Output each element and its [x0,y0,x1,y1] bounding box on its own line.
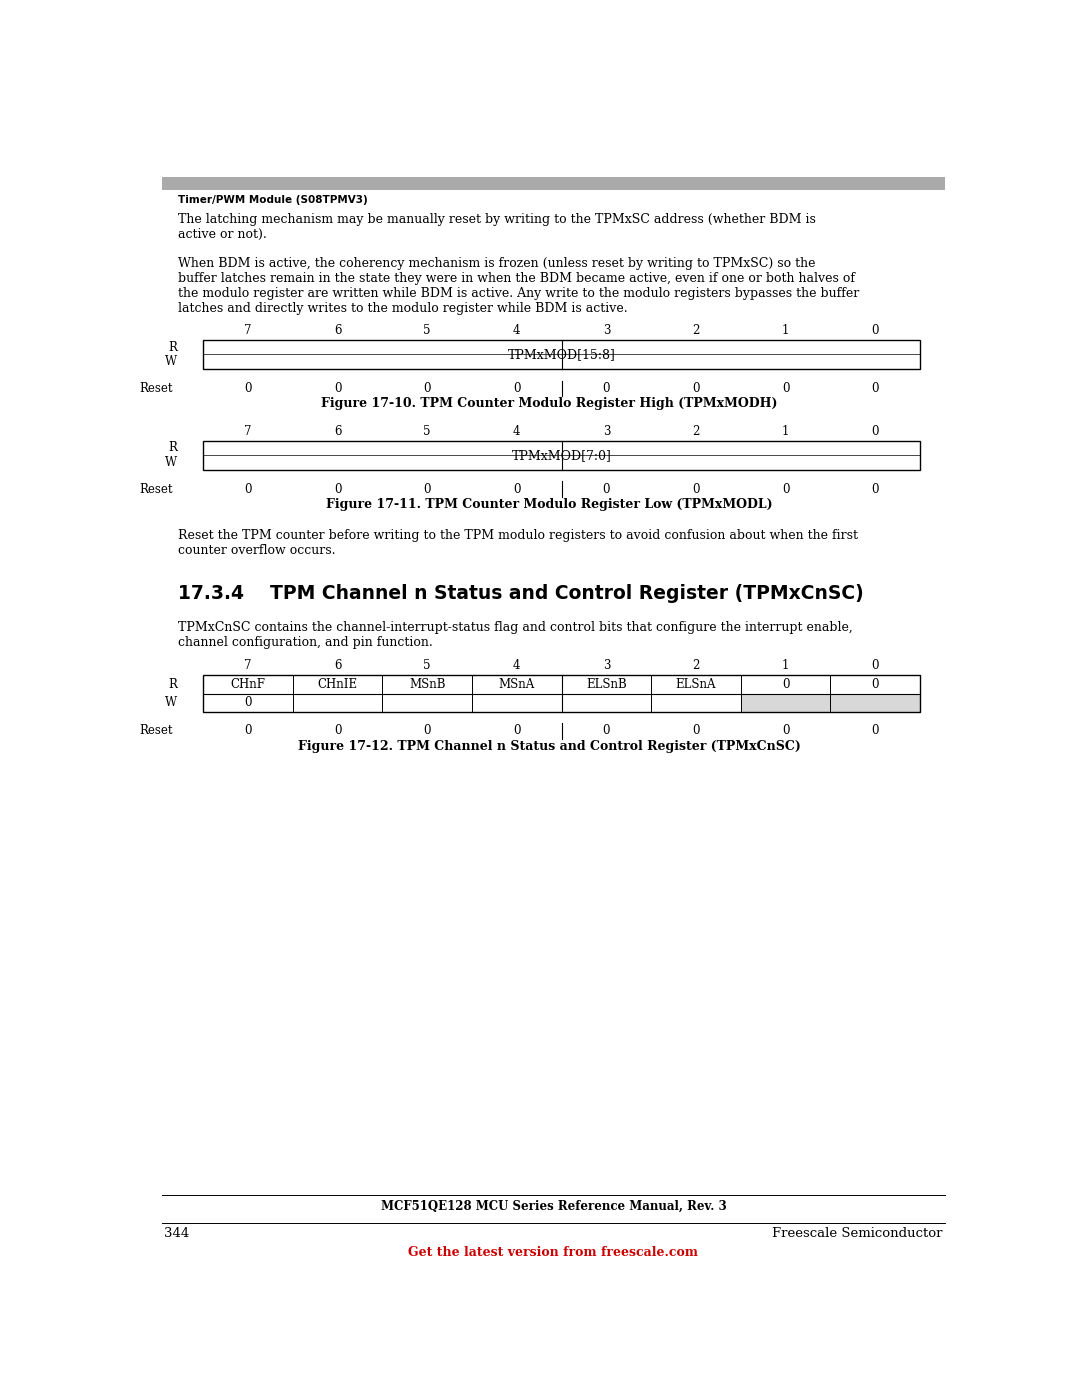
Text: 7: 7 [244,425,252,437]
Text: W: W [165,355,177,369]
Text: 6: 6 [334,324,341,337]
Text: R: R [168,441,177,454]
Text: MCF51QE128 MCU Series Reference Manual, Rev. 3: MCF51QE128 MCU Series Reference Manual, … [380,1200,727,1213]
Text: 0: 0 [782,381,789,395]
Text: 0: 0 [603,482,610,496]
Text: ELSnB: ELSnB [586,678,626,692]
Text: 2: 2 [692,659,700,672]
Text: 0: 0 [244,725,252,738]
Text: active or not).: active or not). [177,228,267,242]
Bar [203,440,920,469]
Text: 2: 2 [692,324,700,337]
Text: 5: 5 [423,425,431,437]
Text: W: W [165,455,177,469]
Text: 0: 0 [334,381,341,395]
Text: When BDM is active, the coherency mechanism is frozen (unless reset by writing t: When BDM is active, the coherency mechan… [177,257,815,270]
Text: 0: 0 [782,678,789,692]
Text: 0: 0 [334,482,341,496]
Text: Reset: Reset [139,725,173,738]
Text: 0: 0 [872,482,879,496]
Bar [831,693,920,711]
Text: MSnA: MSnA [499,678,535,692]
Text: 0: 0 [692,381,700,395]
Bar [741,693,831,711]
Text: Reset: Reset [139,381,173,395]
Text: 0: 0 [423,381,431,395]
Text: 6: 6 [334,425,341,437]
Text: 4: 4 [513,425,521,437]
Bar [203,339,920,369]
Text: buffer latches remain in the state they were in when the BDM became active, even: buffer latches remain in the state they … [177,272,854,285]
Text: Freescale Semiconductor: Freescale Semiconductor [772,1227,943,1241]
Text: 0: 0 [872,659,879,672]
Text: 0: 0 [692,725,700,738]
Text: 0: 0 [423,725,431,738]
Text: channel configuration, and pin function.: channel configuration, and pin function. [177,636,432,648]
Text: 7: 7 [244,659,252,672]
Text: CHnF: CHnF [230,678,266,692]
Text: 0: 0 [872,381,879,395]
Text: 3: 3 [603,324,610,337]
Text: TPMxMOD[7:0]: TPMxMOD[7:0] [512,448,611,462]
Text: 17.3.4    TPM Channel n Status and Control Register (TPMxCnSC): 17.3.4 TPM Channel n Status and Control … [177,584,863,604]
Text: Timer/PWM Module (S08TPMV3): Timer/PWM Module (S08TPMV3) [177,194,367,204]
Text: 3: 3 [603,425,610,437]
Text: 0: 0 [334,725,341,738]
Text: 5: 5 [423,324,431,337]
Text: 0: 0 [513,725,521,738]
Text: 0: 0 [513,381,521,395]
Text: MSnB: MSnB [409,678,445,692]
Text: Reset the TPM counter before writing to the TPM modulo registers to avoid confus: Reset the TPM counter before writing to … [177,529,858,542]
Text: 4: 4 [513,324,521,337]
Bar [162,177,945,190]
Text: 6: 6 [334,659,341,672]
Text: W: W [165,696,177,710]
Text: 2: 2 [692,425,700,437]
Text: Figure 17-11. TPM Counter Modulo Register Low (TPMxMODL): Figure 17-11. TPM Counter Modulo Registe… [326,499,773,511]
Text: R: R [168,341,177,353]
Text: 0: 0 [244,482,252,496]
Text: counter overflow occurs.: counter overflow occurs. [177,545,335,557]
Text: Reset: Reset [139,482,173,496]
Text: R: R [168,678,177,692]
Text: Figure 17-10. TPM Counter Modulo Register High (TPMxMODH): Figure 17-10. TPM Counter Modulo Registe… [322,398,778,411]
Text: 0: 0 [692,482,700,496]
Text: 3: 3 [603,659,610,672]
Text: 4: 4 [513,659,521,672]
Text: 344: 344 [164,1227,190,1241]
Text: ELSnA: ELSnA [676,678,716,692]
Text: 0: 0 [244,381,252,395]
Text: 1: 1 [782,425,789,437]
Text: 0: 0 [603,381,610,395]
Text: 0: 0 [244,696,252,710]
Text: 7: 7 [244,324,252,337]
Text: 1: 1 [782,324,789,337]
Text: TPMxMOD[15:8]: TPMxMOD[15:8] [508,348,616,360]
Text: 0: 0 [513,482,521,496]
Text: 0: 0 [872,725,879,738]
Text: latches and directly writes to the modulo register while BDM is active.: latches and directly writes to the modul… [177,302,627,314]
Text: TPMxCnSC contains the channel-interrupt-status flag and control bits that config: TPMxCnSC contains the channel-interrupt-… [177,620,852,634]
Text: 0: 0 [782,482,789,496]
Text: 5: 5 [423,659,431,672]
Text: 0: 0 [423,482,431,496]
Text: 0: 0 [872,425,879,437]
Text: 0: 0 [782,725,789,738]
Text: The latching mechanism may be manually reset by writing to the TPMxSC address (w: The latching mechanism may be manually r… [177,214,815,226]
Text: CHnIE: CHnIE [318,678,357,692]
Text: 0: 0 [603,725,610,738]
Bar [203,676,920,711]
Text: 1: 1 [782,659,789,672]
Text: Figure 17-12. TPM Channel n Status and Control Register (TPMxCnSC): Figure 17-12. TPM Channel n Status and C… [298,740,801,753]
Text: 0: 0 [872,324,879,337]
Text: 0: 0 [872,678,879,692]
Text: the modulo register are written while BDM is active. Any write to the modulo reg: the modulo register are written while BD… [177,286,859,300]
Text: Get the latest version from freescale.com: Get the latest version from freescale.co… [408,1246,699,1259]
